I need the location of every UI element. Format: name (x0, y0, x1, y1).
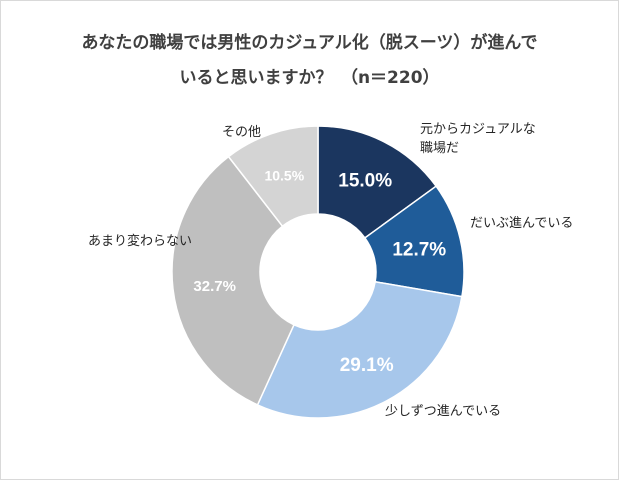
category-label-3: あまり変わらない (88, 234, 193, 249)
value-label-1: 12.7% (392, 239, 446, 260)
value-label-4: 10.5% (264, 168, 304, 184)
slice-3 (171, 155, 295, 406)
chart-title-line2: いると思いますか？ （n＝220） (179, 68, 440, 88)
category-label-0: 元からカジュアルな 職場だ (420, 120, 536, 158)
slice-4 (227, 125, 319, 228)
slice-2 (256, 280, 463, 419)
value-label-2: 29.1% (340, 355, 394, 376)
value-label-0: 15.0% (338, 170, 392, 191)
category-label-1: だいぶ進んでいる (470, 216, 574, 231)
value-label-3: 32.7% (193, 278, 236, 295)
category-label-0-line2: 職場だ (420, 141, 460, 156)
category-label-2: 少しずつ進んでいる (385, 404, 502, 419)
slice-0 (317, 125, 438, 239)
category-label-4: その他 (222, 125, 262, 140)
chart-title-line1: あなたの職場では男性のカジュアル化（脱スーツ）が進んで (81, 33, 538, 53)
category-label-0-line1: 元からカジュアルな (420, 122, 536, 137)
